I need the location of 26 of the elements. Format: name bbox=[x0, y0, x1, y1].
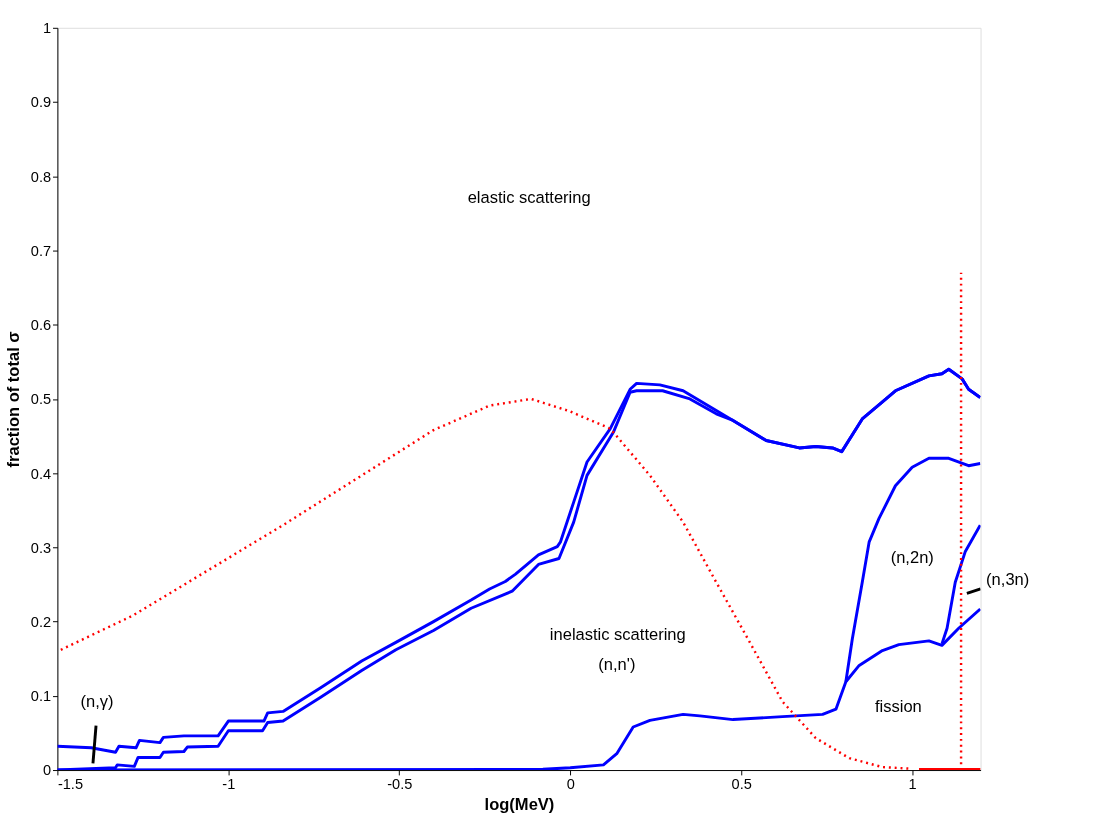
annotation: fission bbox=[874, 696, 922, 716]
annotation: (n,γ) bbox=[80, 692, 114, 712]
x-tick-label: 0.5 bbox=[731, 776, 752, 793]
annotation: (n,n') bbox=[598, 655, 636, 675]
y-tick-label: 0.7 bbox=[30, 242, 52, 259]
y-tick-label: 0.6 bbox=[30, 317, 52, 334]
y-tick-label: 0.8 bbox=[30, 168, 52, 185]
text: (n,3n) bbox=[986, 569, 1030, 589]
y-axis-title: fraction of total σ bbox=[4, 331, 24, 468]
y-tick-label: 0.1 bbox=[30, 688, 52, 705]
y-tick-label: 0.2 bbox=[30, 613, 52, 630]
x-tick-label: -0.5 bbox=[387, 776, 413, 793]
x-tick-label: -1 bbox=[222, 776, 236, 793]
x-tick-label: -1.5 bbox=[57, 776, 84, 793]
y-tick-label: 0.3 bbox=[30, 539, 52, 556]
y-tick-label: 0.4 bbox=[30, 465, 52, 482]
y-tick-label: 0.9 bbox=[30, 94, 52, 111]
x-tick-label: 1 bbox=[908, 776, 917, 793]
x-axis-title: log(MeV) bbox=[484, 795, 555, 815]
annotation: (n,2n) bbox=[890, 548, 934, 568]
y-tick-label: 0 bbox=[42, 762, 52, 779]
x-tick-label: 0 bbox=[566, 776, 575, 793]
annotation: inelastic scattering bbox=[549, 624, 686, 644]
y-tick-label: 0.5 bbox=[30, 391, 52, 408]
annotation: elastic scattering bbox=[467, 188, 591, 208]
y-tick-label: 1 bbox=[42, 20, 52, 37]
